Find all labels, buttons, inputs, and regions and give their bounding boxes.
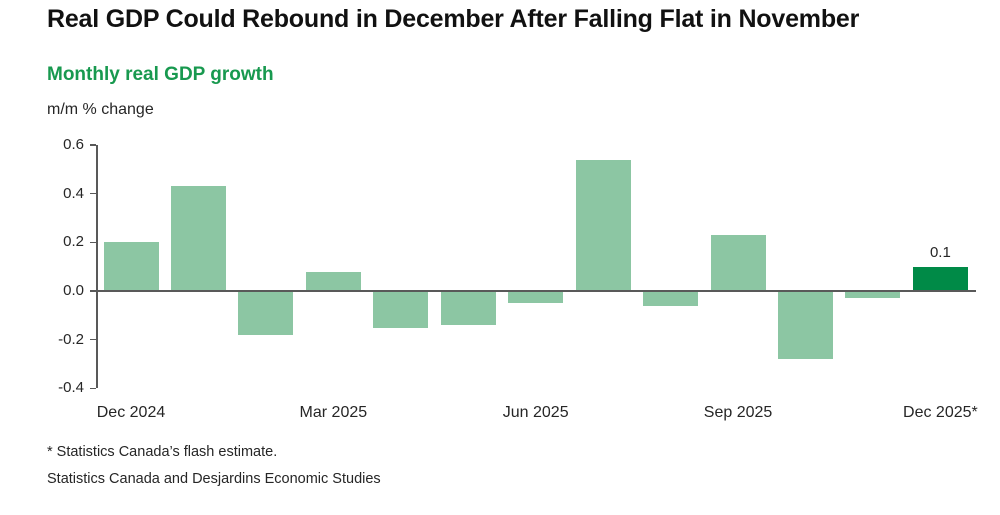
y-axis-tick bbox=[90, 290, 96, 292]
y-axis-units-label: m/m % change bbox=[47, 101, 154, 118]
bar-data-label: 0.1 bbox=[929, 243, 951, 261]
bar-aug-2025 bbox=[643, 291, 699, 306]
page-title: Real GDP Could Rebound in December After… bbox=[47, 5, 860, 33]
y-tick-label: 0.0 bbox=[63, 282, 84, 299]
bar-dec-2025- bbox=[912, 266, 968, 291]
x-tick-label: Dec 2025* bbox=[903, 404, 978, 421]
x-tick-label: Dec 2024 bbox=[96, 404, 166, 421]
bar-jan-2025 bbox=[170, 186, 226, 291]
y-axis-line bbox=[96, 144, 98, 389]
y-tick-label: 0.6 bbox=[63, 135, 84, 153]
y-axis-tick bbox=[90, 338, 96, 341]
bar-may-2025 bbox=[440, 291, 496, 326]
bar-sep-2025 bbox=[710, 234, 766, 291]
bar-nov-2025 bbox=[845, 291, 901, 299]
bar-dec-2024 bbox=[103, 242, 159, 291]
bar-oct-2025 bbox=[778, 291, 833, 360]
y-axis-tick bbox=[90, 241, 96, 244]
zero-baseline bbox=[96, 290, 976, 292]
bar-mar-2025 bbox=[305, 271, 361, 291]
bar-apr-2025 bbox=[373, 291, 429, 328]
chart-subtitle: Monthly real GDP growth bbox=[47, 64, 274, 85]
bar-jun-2025 bbox=[508, 291, 564, 304]
x-tick-label: Jun 2025 bbox=[502, 404, 569, 421]
bar-feb-2025 bbox=[238, 291, 294, 335]
y-tick-label: 0.2 bbox=[63, 233, 84, 251]
y-tick-label: -0.2 bbox=[58, 330, 84, 348]
y-tick-label: 0.4 bbox=[63, 184, 84, 202]
y-axis-tick bbox=[90, 192, 96, 195]
x-tick-label: Sep 2025 bbox=[703, 404, 773, 421]
y-tick-label: -0.4 bbox=[58, 379, 84, 397]
footnote: * Statistics Canada’s flash estimate. bbox=[47, 444, 278, 460]
bar-jul-2025 bbox=[575, 159, 631, 291]
source-attribution: Statistics Canada and Desjardins Economi… bbox=[47, 471, 381, 487]
x-tick-label: Mar 2025 bbox=[299, 404, 368, 421]
y-axis-tick bbox=[90, 387, 96, 390]
y-axis-tick bbox=[90, 144, 96, 146]
